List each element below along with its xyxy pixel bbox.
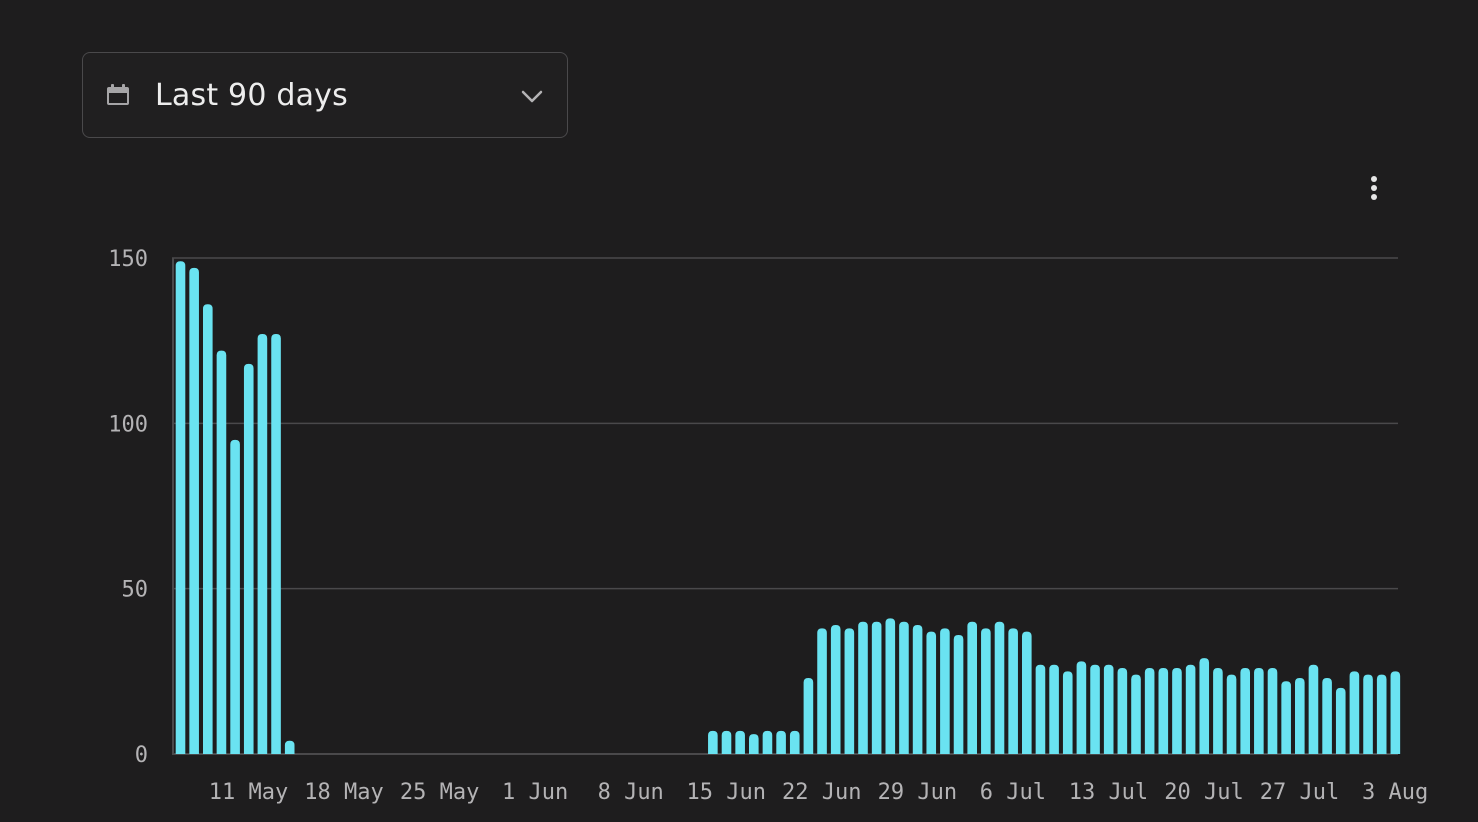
x-tick-label: 13 Jul [1069,780,1148,805]
bar[interactable] [1185,664,1196,754]
y-tick-label: 150 [108,247,148,272]
bar[interactable] [776,730,786,754]
bar[interactable] [1049,664,1059,754]
y-tick-label: 0 [135,743,148,768]
bar[interactable] [257,334,268,754]
bar[interactable] [1240,668,1250,754]
bar[interactable] [1090,664,1100,754]
bar[interactable] [830,625,841,754]
bar[interactable] [940,628,950,754]
bar[interactable] [994,621,1005,754]
bar[interactable] [871,621,882,754]
x-tick-label: 25 May [400,780,479,805]
x-tick-label: 6 Jul [980,780,1046,805]
bar[interactable] [789,730,800,754]
bar-series [175,261,1401,754]
bar[interactable] [1172,668,1182,754]
bar[interactable] [953,634,964,754]
bar[interactable] [1131,674,1141,754]
bar[interactable] [1144,668,1155,754]
bar[interactable] [981,628,991,754]
bar[interactable] [1349,671,1360,754]
bar[interactable] [1035,664,1046,754]
bar[interactable] [216,350,227,754]
bar[interactable] [735,730,745,754]
bar[interactable] [1008,628,1018,754]
bar[interactable] [1281,681,1291,754]
bar[interactable] [271,334,281,754]
bar[interactable] [967,621,977,754]
date-range-dropdown[interactable]: Last 90 days [82,52,568,138]
bar[interactable] [1363,674,1373,754]
bar[interactable] [1295,677,1305,754]
x-tick-label: 8 Jun [598,780,664,805]
bar[interactable] [1308,664,1319,754]
bar[interactable] [749,734,759,754]
bar[interactable] [899,621,909,754]
bar[interactable] [1267,668,1278,754]
bar[interactable] [1117,668,1128,754]
bar[interactable] [1335,687,1346,754]
bar[interactable] [1390,671,1401,754]
x-tick-label: 3 Aug [1362,780,1428,805]
x-tick-label: 1 Jun [502,780,568,805]
bar[interactable] [844,628,855,754]
x-tick-label: 15 Jun [687,780,766,805]
bar[interactable] [284,740,295,754]
bar[interactable] [175,261,186,754]
bar[interactable] [189,267,199,754]
bar[interactable] [1376,674,1387,754]
x-tick-label: 18 May [304,780,383,805]
bar[interactable] [1226,674,1237,754]
bar[interactable] [1213,668,1223,754]
bar[interactable] [203,304,213,754]
x-tick-label: 27 Jul [1260,780,1339,805]
y-tick-label: 50 [122,578,149,603]
x-tick-label: 11 May [209,780,288,805]
bar[interactable] [708,730,718,754]
chevron-down-icon [519,83,545,109]
x-tick-label: 20 Jul [1164,780,1243,805]
bar[interactable] [858,621,868,754]
date-range-label: Last 90 days [155,77,348,113]
bar[interactable] [243,363,254,754]
bar[interactable] [1022,631,1032,754]
bar[interactable] [1158,668,1169,754]
bar[interactable] [1076,661,1087,754]
bar[interactable] [817,628,827,754]
y-tick-label: 100 [108,412,148,437]
bar[interactable] [885,618,896,754]
x-tick-label: 22 Jun [782,780,861,805]
bar[interactable] [762,730,773,754]
bar[interactable] [721,730,732,754]
bar[interactable] [1322,677,1332,754]
chart-gridlines [172,257,1398,755]
bar[interactable] [926,631,937,754]
more-vertical-icon[interactable] [1360,170,1388,206]
bar[interactable] [803,677,814,754]
calendar-icon [105,82,131,108]
bar[interactable] [1254,668,1264,754]
bar[interactable] [230,439,240,754]
bar[interactable] [1103,664,1114,754]
bar[interactable] [1062,671,1073,754]
y-axis: 0 50 100 150 [108,247,148,768]
x-axis: 11 May 18 May 25 May 1 Jun 8 Jun 15 Jun 22 Jun… [209,780,1428,805]
bar[interactable] [1199,658,1210,754]
bar[interactable] [912,625,923,754]
x-tick-label: 29 Jun [878,780,957,805]
